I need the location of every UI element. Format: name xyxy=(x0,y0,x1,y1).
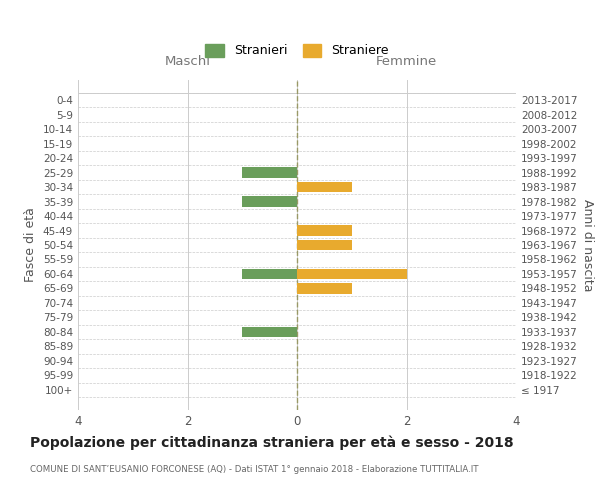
Text: COMUNE DI SANT’EUSANIO FORCONESE (AQ) - Dati ISTAT 1° gennaio 2018 - Elaborazion: COMUNE DI SANT’EUSANIO FORCONESE (AQ) - … xyxy=(30,465,479,474)
Bar xyxy=(297,182,352,192)
Bar xyxy=(242,269,297,279)
Bar xyxy=(297,284,352,294)
Text: Maschi: Maschi xyxy=(164,56,211,68)
Bar xyxy=(297,269,407,279)
Bar xyxy=(297,240,352,250)
Text: Popolazione per cittadinanza straniera per età e sesso - 2018: Popolazione per cittadinanza straniera p… xyxy=(30,435,514,450)
Bar xyxy=(242,327,297,337)
Bar xyxy=(242,196,297,206)
Legend: Stranieri, Straniere: Stranieri, Straniere xyxy=(202,40,392,61)
Bar xyxy=(297,226,352,235)
Bar xyxy=(242,168,297,177)
Text: Femmine: Femmine xyxy=(376,56,437,68)
Y-axis label: Anni di nascita: Anni di nascita xyxy=(581,198,594,291)
Y-axis label: Fasce di età: Fasce di età xyxy=(25,208,37,282)
